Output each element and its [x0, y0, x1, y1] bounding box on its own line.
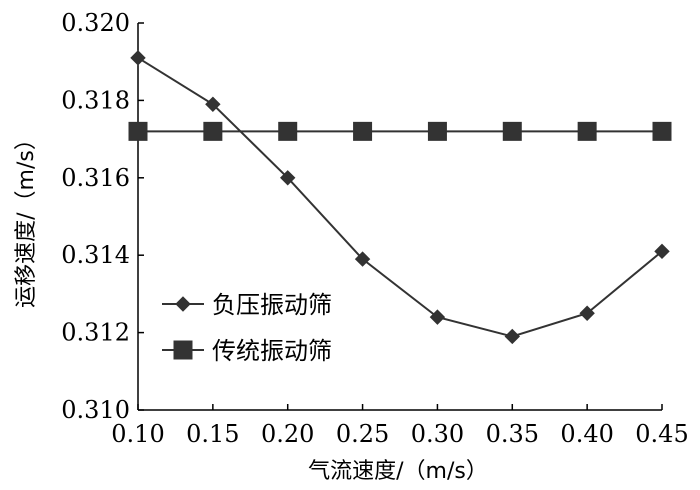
legend-item: 传统振动筛 [162, 337, 332, 365]
data-point [128, 121, 148, 141]
x-tick-label: 0.45 [635, 420, 688, 448]
data-point [205, 96, 221, 112]
series-1 [130, 50, 670, 345]
data-point [652, 121, 672, 141]
data-point [278, 121, 298, 141]
y-tick-label: 0.318 [61, 86, 130, 114]
x-tick-label: 0.20 [261, 420, 314, 448]
y-tick-label: 0.320 [61, 9, 130, 37]
data-point [429, 309, 446, 325]
data-point [130, 50, 146, 66]
y-tick-label: 0.310 [61, 396, 130, 424]
x-axis-title: 气流速度/（m/s） [308, 459, 488, 484]
data-point [354, 251, 371, 267]
data-point [579, 305, 595, 321]
x-tick-label: 0.35 [486, 420, 539, 448]
data-point [280, 170, 296, 186]
x-axis-ticks: 0.10 0.15 0.20 0.25 0.30 0.35 0.40 0.45 [111, 404, 689, 448]
legend-marker [173, 340, 193, 360]
y-tick-label: 0.316 [61, 164, 130, 192]
series-layer [128, 50, 672, 345]
data-point [353, 121, 373, 141]
legend-label: 传统振动筛 [212, 337, 332, 365]
legend-label: 负压振动筛 [212, 291, 332, 319]
x-tick-label: 0.15 [186, 420, 239, 448]
x-tick-label: 0.10 [111, 420, 164, 448]
legend-item: 负压振动筛 [162, 291, 332, 319]
data-point [654, 243, 670, 260]
y-axis-title: 运移速度/（m/s） [14, 128, 39, 308]
data-point [427, 121, 447, 141]
legend-marker [175, 296, 191, 312]
y-axis-ticks: 0.310 0.312 0.314 0.316 0.318 0.320 [61, 9, 144, 424]
axes [137, 23, 662, 411]
series-2 [128, 121, 672, 141]
data-point [504, 328, 520, 345]
series-line [137, 56, 663, 338]
x-tick-label: 0.40 [560, 420, 613, 448]
data-point [203, 121, 223, 141]
y-tick-label: 0.314 [61, 241, 130, 269]
x-tick-label: 0.25 [336, 420, 389, 448]
y-tick-label: 0.312 [61, 319, 130, 347]
x-tick-label: 0.30 [411, 420, 464, 448]
data-point [502, 121, 522, 141]
data-point [577, 121, 597, 141]
